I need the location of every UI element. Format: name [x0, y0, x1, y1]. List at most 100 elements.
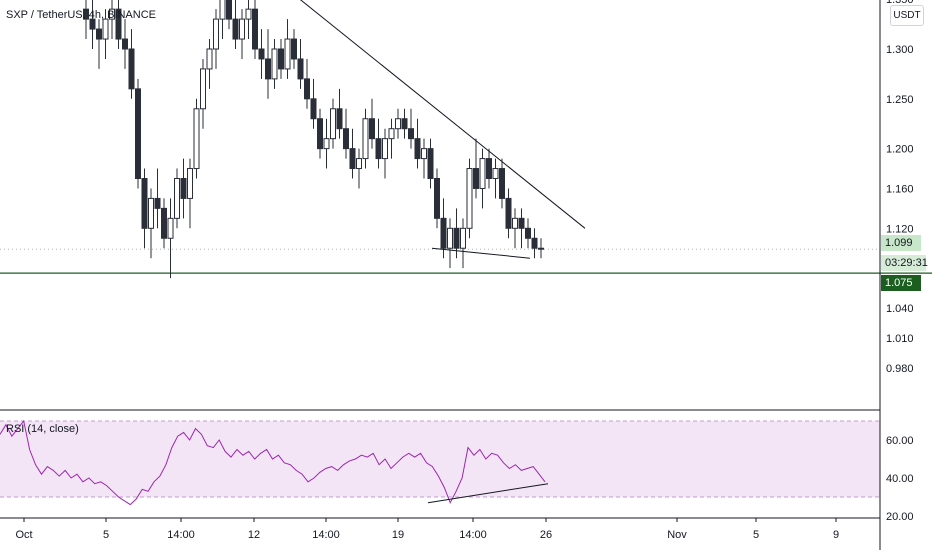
candle-body	[245, 8, 252, 20]
candle-body	[486, 158, 492, 179]
candle-body	[154, 197, 161, 209]
time-tick-label: 9	[833, 529, 839, 541]
price-tick-label: 1.120	[886, 223, 914, 235]
chart-title: SXP / TetherUS, 4h, BINANCE	[6, 9, 156, 21]
candle-body	[200, 68, 206, 110]
candle-body	[135, 88, 141, 179]
candle-body	[258, 48, 265, 60]
time-tick-label: 26	[540, 529, 552, 541]
candle-body	[278, 48, 284, 70]
candle-body	[304, 78, 310, 100]
candlestick-series	[83, 0, 544, 279]
candle-body	[115, 8, 122, 40]
price-tick-label: 1.350	[886, 0, 914, 6]
candle-body	[271, 48, 278, 80]
candle-body	[356, 158, 362, 170]
time-tick-label: 5	[753, 529, 759, 541]
candle-body	[427, 148, 434, 180]
candle-body	[473, 168, 479, 189]
candle-body	[193, 108, 200, 170]
candle-body	[323, 138, 330, 150]
candle-body	[375, 138, 382, 160]
time-tick-label: Nov	[667, 529, 687, 541]
price-tick-label: 1.200	[886, 144, 914, 156]
price-tick-label: 1.300	[886, 44, 914, 56]
candle-body	[460, 227, 466, 249]
rsi-divergence-line[interactable]	[427, 483, 549, 504]
candle-body	[167, 217, 174, 239]
time-tick-label: 14:00	[167, 529, 195, 541]
rsi-pane: 60.00 40.00 20.00	[0, 419, 914, 523]
rsi-tick-label: 60.00	[886, 435, 914, 447]
candle-body	[440, 217, 447, 249]
candle-body	[180, 178, 187, 199]
candle-body	[434, 178, 440, 219]
rsi-band	[0, 421, 880, 497]
last-price-tag: 1.099	[881, 235, 921, 251]
candle-body	[109, 8, 115, 20]
candle-body	[128, 48, 135, 90]
candle-body	[492, 168, 499, 180]
time-tick-label: 5	[103, 529, 109, 541]
candle-body	[499, 168, 505, 199]
candle-body	[174, 178, 180, 219]
candle-body	[525, 227, 531, 239]
candle-body	[421, 148, 427, 160]
candle-body	[161, 207, 167, 239]
rsi-line	[0, 419, 546, 506]
candle-body	[505, 197, 512, 229]
candle-body	[148, 197, 154, 229]
candle-body	[369, 118, 375, 140]
time-tick-label: Oct	[15, 529, 32, 541]
candle-body	[336, 108, 343, 130]
candle-body	[388, 128, 395, 140]
candle-body	[232, 18, 239, 40]
candle-body	[531, 237, 538, 249]
candle-body	[343, 128, 349, 150]
candle-body	[297, 58, 304, 80]
descending-trendline[interactable]	[275, 0, 586, 229]
candle-body	[291, 38, 297, 60]
candle-body	[395, 118, 401, 130]
candle-body	[213, 18, 219, 50]
time-tick-label: 19	[392, 529, 404, 541]
candle-body	[187, 168, 193, 199]
candle-body	[362, 118, 369, 160]
price-tick-label: 1.010	[886, 333, 914, 345]
rsi-tick-label: 20.00	[886, 511, 914, 523]
candle-body	[226, 0, 232, 20]
candle-body	[453, 227, 460, 249]
candle-body	[518, 217, 525, 229]
rsi-title: RSI (14, close)	[6, 423, 79, 435]
trendlines	[275, 0, 586, 259]
time-tick-label: 14:00	[312, 529, 340, 541]
currency-badge[interactable]: USDT	[890, 5, 924, 26]
price-grid	[0, 248, 932, 274]
time-tick-label: 12	[248, 529, 260, 541]
countdown-tag: 03:29:31	[881, 255, 928, 271]
candle-body	[414, 138, 421, 160]
candle-body	[317, 118, 323, 150]
candle-body	[89, 18, 96, 30]
candle-body	[330, 108, 336, 140]
candle-body	[96, 28, 102, 40]
candle-body	[122, 38, 128, 50]
support-trendline[interactable]	[431, 247, 531, 259]
candle-body	[239, 18, 245, 40]
candle-body	[349, 148, 356, 170]
candle-body	[382, 138, 388, 160]
candle-body	[206, 48, 213, 70]
candle-body	[265, 58, 271, 80]
candle-body	[83, 8, 89, 20]
candle-body	[252, 8, 258, 50]
time-tick-label: 14:00	[459, 529, 487, 541]
candle-body	[466, 168, 473, 229]
candle-body	[219, 0, 226, 20]
candle-body	[479, 158, 486, 189]
candle-body	[401, 118, 408, 130]
candle-body	[284, 38, 291, 70]
candle-body	[141, 178, 148, 229]
candle-body	[447, 227, 453, 249]
